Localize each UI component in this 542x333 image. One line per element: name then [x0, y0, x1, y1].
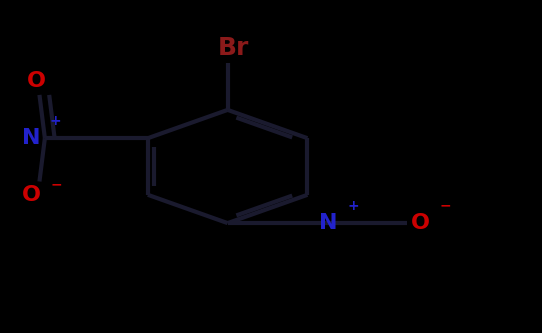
Text: N: N	[22, 128, 41, 148]
Text: N: N	[319, 213, 337, 233]
Text: O: O	[22, 185, 41, 205]
Text: +: +	[347, 199, 359, 213]
Text: −: −	[51, 178, 62, 192]
Text: O: O	[410, 213, 430, 233]
Text: O: O	[27, 71, 46, 91]
Text: −: −	[440, 199, 451, 213]
Text: Br: Br	[217, 36, 249, 60]
Text: +: +	[50, 114, 61, 128]
